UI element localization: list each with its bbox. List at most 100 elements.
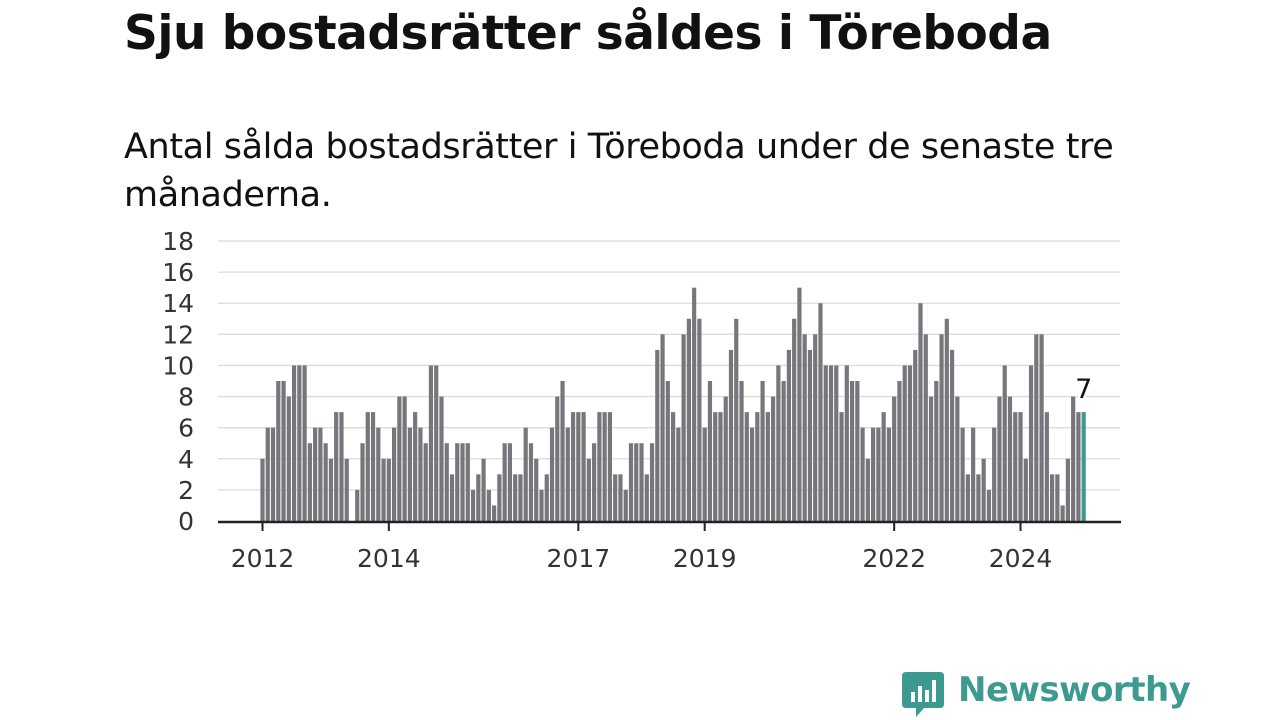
bar [534, 458, 539, 521]
bar [581, 412, 586, 521]
bar [434, 365, 439, 521]
bar [971, 427, 976, 521]
bar [918, 303, 923, 521]
bar [291, 365, 297, 521]
bar [728, 349, 734, 521]
bars [260, 287, 1086, 521]
bar [871, 427, 876, 521]
bar [444, 443, 449, 521]
bar [313, 427, 318, 521]
bar [928, 396, 934, 521]
bar [455, 443, 460, 521]
bar [565, 427, 570, 521]
bar [544, 474, 549, 521]
x-tick-label: 2022 [862, 544, 926, 573]
bar [476, 474, 481, 521]
bar [907, 365, 913, 521]
bar [465, 443, 470, 521]
bar [392, 427, 397, 521]
bar [992, 427, 997, 521]
bar [613, 474, 618, 521]
bar [1071, 396, 1076, 521]
bar [381, 458, 386, 521]
bar [439, 396, 444, 521]
bar [834, 365, 839, 521]
bar [644, 474, 649, 521]
bar [1013, 412, 1018, 521]
bar-chart-speech-bubble-icon [902, 672, 944, 717]
bar [634, 443, 639, 521]
bar [260, 458, 265, 521]
bar [555, 396, 560, 521]
y-tick-label: 10 [162, 351, 194, 380]
bar [718, 412, 723, 521]
bar [470, 489, 476, 521]
bar [807, 349, 813, 521]
bar [1007, 396, 1013, 521]
y-tick-label: 16 [162, 258, 194, 287]
bar [344, 458, 349, 521]
bar [323, 443, 328, 521]
bar [797, 287, 802, 521]
bar [370, 412, 376, 521]
bar [276, 381, 281, 521]
bar [1044, 412, 1049, 521]
bar [1065, 458, 1070, 521]
bar [749, 427, 755, 521]
bar [339, 412, 344, 521]
bar [976, 474, 981, 521]
bar [692, 287, 697, 521]
x-tick-label: 2024 [989, 544, 1053, 573]
bar [302, 365, 307, 521]
bar [307, 443, 312, 521]
chart-subtitle: Antal sålda bostadsrätter i Töreboda und… [124, 127, 1114, 215]
bar [713, 412, 718, 521]
bar [781, 381, 786, 521]
bar [965, 474, 970, 521]
bar [402, 396, 407, 521]
bar [623, 489, 628, 521]
bar [607, 412, 613, 521]
bar [539, 489, 544, 521]
y-tick-label: 12 [162, 320, 194, 349]
bar [523, 427, 528, 521]
bar [328, 458, 334, 521]
bar [481, 458, 486, 521]
bar [281, 381, 286, 521]
bar [802, 334, 807, 521]
bar [486, 489, 491, 521]
bar [497, 474, 502, 521]
bar [707, 381, 713, 521]
bar-highlight [1081, 412, 1086, 521]
bar [686, 318, 691, 521]
bar [618, 474, 623, 521]
bar [944, 318, 949, 521]
bar [265, 427, 270, 521]
bar [423, 443, 428, 521]
bar [1023, 458, 1028, 521]
bar [860, 427, 865, 521]
bar [1039, 334, 1044, 521]
bar [886, 427, 892, 521]
bar [844, 365, 849, 521]
bar [365, 412, 370, 521]
bar [765, 412, 770, 521]
bar [865, 458, 870, 521]
y-tick-label: 0 [178, 507, 194, 536]
bar [813, 334, 818, 521]
x-tick-label: 2014 [357, 544, 421, 573]
bar [939, 334, 944, 521]
bar [681, 334, 686, 521]
bar [649, 443, 655, 521]
bar [818, 303, 823, 521]
bar [739, 381, 744, 521]
bar [376, 427, 381, 521]
bar [528, 443, 534, 521]
bar [955, 396, 960, 521]
chart-title: Sju bostadsrätter såldes i Töreboda [124, 6, 1052, 61]
bar [744, 412, 749, 521]
bar [507, 443, 513, 521]
bar [628, 443, 634, 521]
bar [776, 365, 781, 521]
